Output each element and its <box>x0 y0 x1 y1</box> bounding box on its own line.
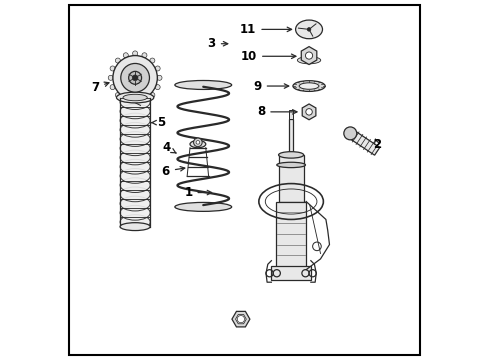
Ellipse shape <box>123 94 147 101</box>
Circle shape <box>132 51 137 56</box>
Text: 1: 1 <box>184 186 211 199</box>
Circle shape <box>123 98 128 103</box>
Bar <box>276 202 305 270</box>
Ellipse shape <box>120 150 150 165</box>
Bar <box>289 110 292 119</box>
Circle shape <box>149 58 155 63</box>
Circle shape <box>108 75 113 80</box>
Text: 8: 8 <box>257 105 296 118</box>
Ellipse shape <box>292 81 325 91</box>
Ellipse shape <box>120 215 150 229</box>
Ellipse shape <box>120 187 150 202</box>
Ellipse shape <box>116 92 153 103</box>
Circle shape <box>132 100 137 105</box>
Circle shape <box>142 98 147 103</box>
Ellipse shape <box>120 113 150 128</box>
Text: 6: 6 <box>162 165 184 177</box>
Ellipse shape <box>120 223 150 230</box>
Ellipse shape <box>120 132 150 147</box>
Circle shape <box>237 316 244 323</box>
Ellipse shape <box>190 140 205 148</box>
Bar <box>271 266 310 280</box>
Text: 4: 4 <box>163 141 176 154</box>
Text: 7: 7 <box>91 81 109 94</box>
Circle shape <box>305 109 312 115</box>
Ellipse shape <box>175 202 231 211</box>
Text: 5: 5 <box>151 116 165 129</box>
Circle shape <box>110 85 115 90</box>
Bar <box>278 155 303 202</box>
Ellipse shape <box>297 57 320 64</box>
Circle shape <box>113 55 157 100</box>
Ellipse shape <box>120 159 150 174</box>
Text: 11: 11 <box>240 23 291 36</box>
Ellipse shape <box>120 141 150 156</box>
Ellipse shape <box>120 178 150 193</box>
Ellipse shape <box>175 81 231 89</box>
Polygon shape <box>347 130 379 155</box>
Circle shape <box>193 138 202 147</box>
Text: 2: 2 <box>372 138 380 150</box>
Circle shape <box>121 63 149 92</box>
Circle shape <box>132 75 138 81</box>
Circle shape <box>196 140 199 144</box>
Circle shape <box>155 66 160 71</box>
Circle shape <box>305 52 312 59</box>
Circle shape <box>115 58 120 63</box>
Text: 10: 10 <box>240 50 295 63</box>
Ellipse shape <box>276 162 305 168</box>
Ellipse shape <box>120 104 150 119</box>
Circle shape <box>128 71 142 84</box>
Bar <box>289 119 292 155</box>
Circle shape <box>149 93 155 98</box>
Ellipse shape <box>120 168 150 183</box>
Ellipse shape <box>278 152 303 158</box>
Ellipse shape <box>299 83 318 89</box>
Circle shape <box>123 53 128 58</box>
Circle shape <box>142 53 147 58</box>
Text: 9: 9 <box>253 80 288 93</box>
Circle shape <box>306 28 310 31</box>
Circle shape <box>343 127 356 140</box>
Ellipse shape <box>120 122 150 137</box>
Circle shape <box>155 85 160 90</box>
Ellipse shape <box>120 196 150 211</box>
Ellipse shape <box>295 20 322 39</box>
Circle shape <box>115 93 120 98</box>
Circle shape <box>110 66 115 71</box>
Ellipse shape <box>120 206 150 220</box>
Text: 3: 3 <box>207 37 227 50</box>
Ellipse shape <box>120 95 150 109</box>
Circle shape <box>157 75 162 80</box>
